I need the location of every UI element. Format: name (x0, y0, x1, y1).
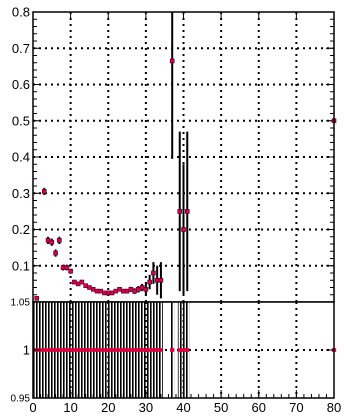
data-point (147, 279, 152, 285)
x-tick-label: 40 (176, 400, 190, 415)
x-tick-label: 0 (29, 400, 36, 415)
data-point (121, 288, 126, 294)
ratio-data-point (94, 348, 100, 352)
ratio-data-point (151, 348, 156, 352)
data-point (57, 238, 62, 243)
data-point (102, 290, 107, 296)
ratio-data-point (60, 348, 66, 352)
data-point (124, 288, 130, 294)
ratio-data-point (109, 348, 115, 352)
data-point (75, 281, 81, 287)
data-point (113, 288, 119, 294)
data-point (105, 290, 111, 296)
data-point (49, 239, 55, 245)
data-point (34, 296, 40, 301)
data-point (151, 270, 156, 276)
data-point (72, 279, 77, 285)
ratio-data-point (57, 348, 62, 352)
data-point (184, 209, 190, 214)
ratio-data-point (139, 348, 145, 352)
ratio-plot-panel: 1.05 1 0.950 10 20 30 40 50 60 70 80 (11, 298, 342, 416)
data-point (98, 288, 104, 294)
ratio-data-point (102, 348, 107, 352)
data-point (117, 287, 122, 292)
ratio-data-point (143, 348, 149, 352)
ratio-y-tick-label: 1 (23, 343, 30, 358)
ratio-data-point (106, 348, 111, 352)
data-point (154, 277, 160, 283)
data-point (128, 287, 134, 292)
x-tick-label: 20 (101, 400, 115, 415)
top-y-tick-label: 0.4 (12, 150, 30, 165)
ratio-data-point (128, 348, 134, 352)
ratio-data-point (87, 348, 92, 352)
ratio-data-point (154, 348, 160, 352)
data-point (139, 285, 145, 290)
ratio-data-point (170, 348, 175, 352)
ratio-data-point (158, 348, 164, 352)
x-tick-label: 10 (63, 400, 77, 415)
x-tick-label: 70 (289, 400, 303, 415)
data-point (87, 285, 92, 290)
top-y-tick-label: 0.8 (12, 5, 30, 20)
ratio-data-point (83, 348, 88, 352)
ratio-data-point (185, 348, 190, 352)
ratio-data-point (42, 348, 47, 352)
ratio-y-tick-label: 1.05 (11, 298, 31, 309)
data-point (181, 227, 186, 232)
x-tick-label: 50 (214, 400, 228, 415)
top-y-tick-label: 0.1 (12, 258, 30, 273)
data-point (132, 288, 137, 294)
x-tick-label: 80 (327, 400, 341, 415)
data-point (109, 290, 115, 296)
data-point (68, 268, 73, 274)
ratio-data-point (64, 348, 70, 352)
ratio-data-point (53, 348, 58, 352)
data-point (136, 287, 141, 292)
top-y-tick-label: 0.7 (12, 41, 30, 56)
ratio-data-point (72, 348, 77, 352)
ratio-data-point (124, 348, 130, 352)
ratio-data-point (75, 348, 81, 352)
top-y-tick-label: 0.5 (12, 113, 30, 128)
ratio-data-point (136, 348, 141, 352)
ratio-data-point (117, 348, 122, 352)
data-point (79, 279, 85, 285)
ratio-data-point (147, 348, 152, 352)
ratio-data-point (45, 348, 51, 352)
main-plot-panel: 0.8 0.7 0.6 0.5 0.4 0.3 0.2 0.1 (12, 5, 337, 303)
top-y-tick-label: 0.2 (12, 222, 30, 237)
data-point (83, 283, 88, 288)
ratio-data-point (181, 348, 186, 352)
data-point (45, 238, 51, 243)
data-point (60, 265, 66, 270)
ratio-data-point (49, 348, 55, 352)
data-point (143, 287, 149, 292)
data-point (41, 189, 47, 194)
x-tick-label: 30 (139, 400, 153, 415)
ratio-data-point (79, 348, 85, 352)
ratio-data-point (121, 348, 126, 352)
ratio-data-point (91, 348, 96, 352)
data-point (64, 265, 70, 270)
ratio-data-point (132, 348, 137, 352)
x-tick-label: 60 (252, 400, 266, 415)
ratio-plot-frame (32, 301, 335, 399)
data-point (53, 250, 58, 256)
data-point (177, 209, 183, 214)
ratio-y-tick-label: 0.95 (11, 394, 31, 405)
ratio-data-point (177, 348, 182, 352)
ratio-data-point (68, 348, 73, 352)
data-point (90, 287, 96, 292)
data-point (158, 277, 164, 283)
top-y-tick-label: 0.3 (12, 186, 30, 201)
ratio-data-point (98, 348, 103, 352)
data-point (94, 288, 100, 294)
top-y-tick-label: 0.6 (12, 77, 30, 92)
ratio-data-point (113, 348, 118, 352)
data-point (169, 58, 175, 64)
